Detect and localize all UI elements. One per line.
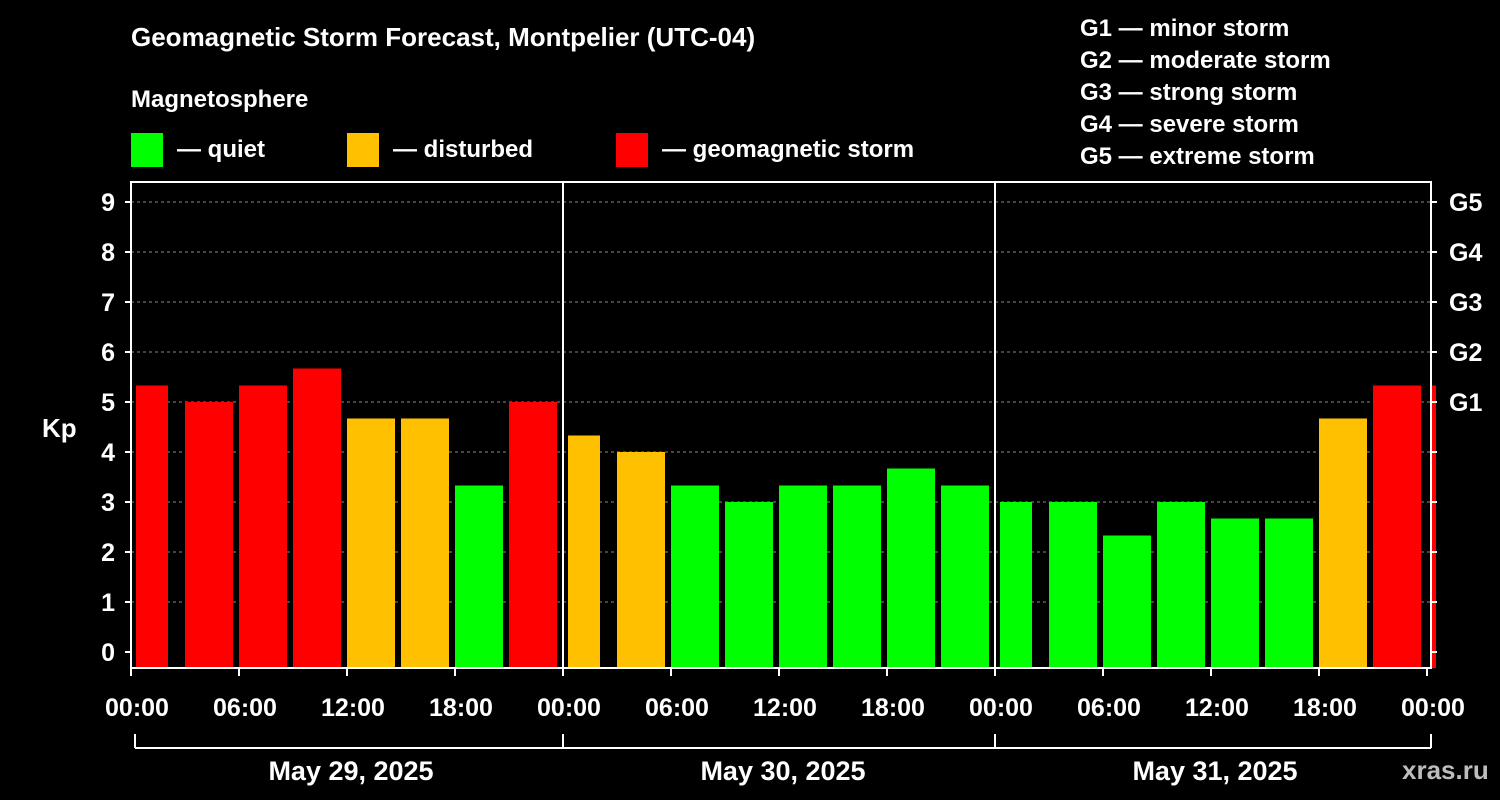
legend-swatch-disturbed — [347, 133, 379, 167]
storm-scale-g1: G1 — minor storm — [1080, 15, 1290, 42]
kp-bar — [671, 485, 719, 668]
y-tick-label: 6 — [101, 339, 115, 367]
kp-bar — [833, 485, 881, 668]
kp-bar — [1432, 385, 1436, 668]
x-tick-label: 12:00 — [321, 694, 385, 722]
kp-bar — [1319, 418, 1367, 668]
g-scale-label: G2 — [1449, 339, 1482, 367]
kp-bar — [887, 468, 935, 668]
day-label: May 29, 2025 — [268, 756, 433, 786]
watermark: xras.ru — [1402, 755, 1489, 785]
x-tick-label: 00:00 — [1401, 694, 1465, 722]
x-tick-label: 12:00 — [753, 694, 817, 722]
g-scale-label: G1 — [1449, 389, 1482, 417]
legend-label-quiet: — quiet — [177, 136, 265, 163]
g-scale-label: G3 — [1449, 289, 1482, 317]
kp-bar — [185, 402, 233, 668]
kp-bar — [1049, 502, 1097, 668]
g-scale-label: G4 — [1449, 239, 1482, 267]
y-tick-label: 4 — [101, 439, 115, 467]
kp-bar — [1157, 502, 1205, 668]
legend-swatch-storm — [616, 133, 648, 167]
y-tick-label: 0 — [101, 639, 115, 667]
y-tick-label: 2 — [101, 539, 115, 567]
kp-bar — [293, 368, 341, 668]
g-scale-label: G5 — [1449, 189, 1482, 217]
legend-item-quiet: — quiet — [131, 133, 265, 167]
kp-bar — [725, 502, 773, 668]
legend-label-storm: — geomagnetic storm — [662, 136, 915, 163]
kp-bar — [239, 385, 287, 668]
y-tick-label: 5 — [101, 389, 115, 417]
kp-bar — [941, 485, 989, 668]
kp-bar — [1000, 502, 1032, 668]
x-tick-label: 06:00 — [645, 694, 709, 722]
day-label: May 31, 2025 — [1132, 756, 1297, 786]
x-tick-label: 12:00 — [1185, 694, 1249, 722]
y-axis-label: Kp — [42, 413, 77, 443]
kp-bar — [617, 452, 665, 668]
storm-scale-g4: G4 — severe storm — [1080, 111, 1299, 138]
x-tick-label: 18:00 — [1293, 694, 1357, 722]
x-tick-label: 00:00 — [105, 694, 169, 722]
x-tick-label: 06:00 — [213, 694, 277, 722]
storm-scale-list: G1 — minor storm G2 — moderate storm G3 … — [1080, 13, 1331, 173]
legend-swatch-quiet — [131, 133, 163, 167]
kp-bar — [347, 418, 395, 668]
kp-bar — [455, 485, 503, 668]
legend-label-disturbed: — disturbed — [393, 136, 534, 163]
kp-bar — [401, 418, 449, 668]
kp-bar — [1103, 535, 1151, 668]
kp-bar — [568, 435, 600, 668]
legend-heading: Magnetosphere — [131, 86, 309, 113]
legend-item-storm: — geomagnetic storm — [616, 133, 914, 167]
x-tick-label: 18:00 — [429, 694, 493, 722]
y-tick-label: 7 — [101, 289, 115, 317]
kp-bar — [509, 402, 557, 668]
chart-title: Geomagnetic Storm Forecast, Montpelier (… — [131, 22, 756, 52]
plot-frame — [130, 181, 1432, 669]
y-tick-label: 3 — [101, 489, 115, 517]
kp-bar — [1265, 518, 1313, 668]
x-tick-label: 00:00 — [969, 694, 1033, 722]
kp-bar — [1373, 385, 1421, 668]
storm-scale-g5: G5 — extreme storm — [1080, 143, 1315, 170]
day-label: May 30, 2025 — [700, 756, 865, 786]
kp-bar — [1211, 518, 1259, 668]
storm-scale-g3: G3 — strong storm — [1080, 79, 1298, 106]
storm-scale-g2: G2 — moderate storm — [1080, 47, 1331, 74]
y-tick-label: 1 — [101, 589, 115, 617]
y-tick-label: 8 — [101, 239, 115, 267]
legend-item-disturbed: — disturbed — [347, 133, 533, 167]
kp-bar — [779, 485, 827, 668]
kp-bar — [136, 385, 168, 668]
x-tick-label: 06:00 — [1077, 694, 1141, 722]
x-tick-label: 18:00 — [861, 694, 925, 722]
y-tick-label: 9 — [101, 189, 115, 217]
x-tick-label: 00:00 — [537, 694, 601, 722]
